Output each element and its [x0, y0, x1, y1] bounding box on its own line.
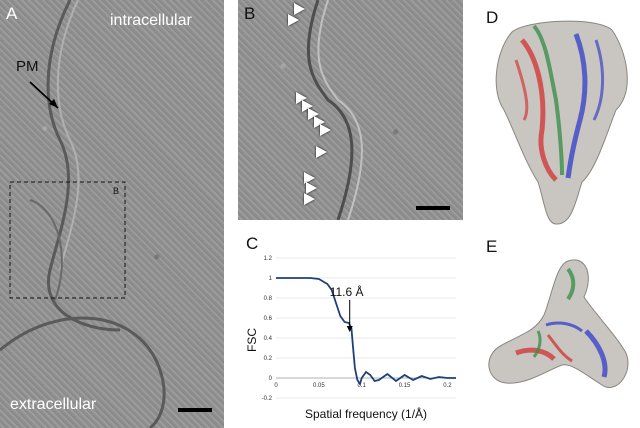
y-tick-label: -0.2: [262, 396, 273, 402]
arrowhead-marker: [308, 108, 319, 120]
panel-e: E: [476, 235, 640, 428]
panel-a-scale-bar: [178, 408, 212, 412]
arrowhead-marker: [304, 172, 315, 184]
inset-b-label: B: [113, 186, 120, 196]
panel-c: C -0.2 0 0.2 0.4 0.6 0.8 1 1.2 0 0.05 0.1 0.15 0.2 11…: [238, 230, 463, 428]
y-tick-label: 1: [269, 276, 273, 282]
arrowhead-marker: [288, 14, 299, 26]
x-tick-label: 0.15: [399, 383, 411, 389]
arrowhead-marker: [316, 146, 327, 158]
panel-a-membranes: [0, 0, 166, 428]
y-axis-label: FSC: [245, 328, 259, 352]
panel-b-letter: B: [244, 4, 256, 23]
y-tick-label: 0.4: [264, 336, 273, 342]
panel-e-letter: E: [486, 237, 498, 256]
x-tick-label: 0.05: [313, 383, 325, 389]
y-tick-label: 1.2: [264, 256, 273, 262]
arrowhead-marker: [296, 92, 307, 104]
x-axis-label: Spatial frequency (1/Å): [305, 406, 427, 421]
y-tick-label: 0.2: [264, 356, 273, 362]
x-tick-label: 0: [274, 383, 278, 389]
arrowhead-marker: [304, 193, 315, 205]
resolution-arrowhead: [346, 326, 353, 332]
y-tick-label: 0.8: [264, 296, 273, 302]
arrowhead-marker: [302, 100, 313, 112]
fsc-curve: [276, 277, 456, 387]
panel-d-letter: D: [486, 8, 499, 27]
arrowhead-marker: [306, 182, 317, 194]
y-tick-label: 0.6: [264, 316, 273, 322]
arrowhead-marker: [320, 124, 331, 136]
panel-b-membrane: [306, 0, 363, 220]
intracellular-label: intracellular: [110, 12, 192, 29]
panel-d: D: [476, 0, 640, 235]
panel-a: A intracellular PM B extracellular: [0, 0, 224, 428]
y-tick-label: 0: [269, 376, 273, 382]
pm-label: PM: [16, 58, 39, 75]
fsc-chart: -0.2 0 0.2 0.4 0.6 0.8 1 1.2 0 0.05 0.1 0.15 0.2 11.6…: [245, 256, 456, 421]
panel-b: B: [238, 0, 463, 220]
x-tick-label: 0.2: [443, 383, 452, 389]
arrowhead-marker: [314, 116, 325, 128]
panel-c-letter: C: [246, 234, 259, 253]
panel-a-letter: A: [6, 4, 18, 23]
arrowhead-marker: [294, 3, 305, 15]
x-tick-label: 0.1: [358, 383, 367, 389]
panel-b-scale-bar: [416, 206, 450, 210]
extracellular-label: extracellular: [10, 396, 97, 413]
protein-density-map-side: [495, 20, 628, 225]
resolution-annotation: 11.6 Å: [330, 284, 364, 299]
protein-density-map-top: [488, 259, 629, 388]
